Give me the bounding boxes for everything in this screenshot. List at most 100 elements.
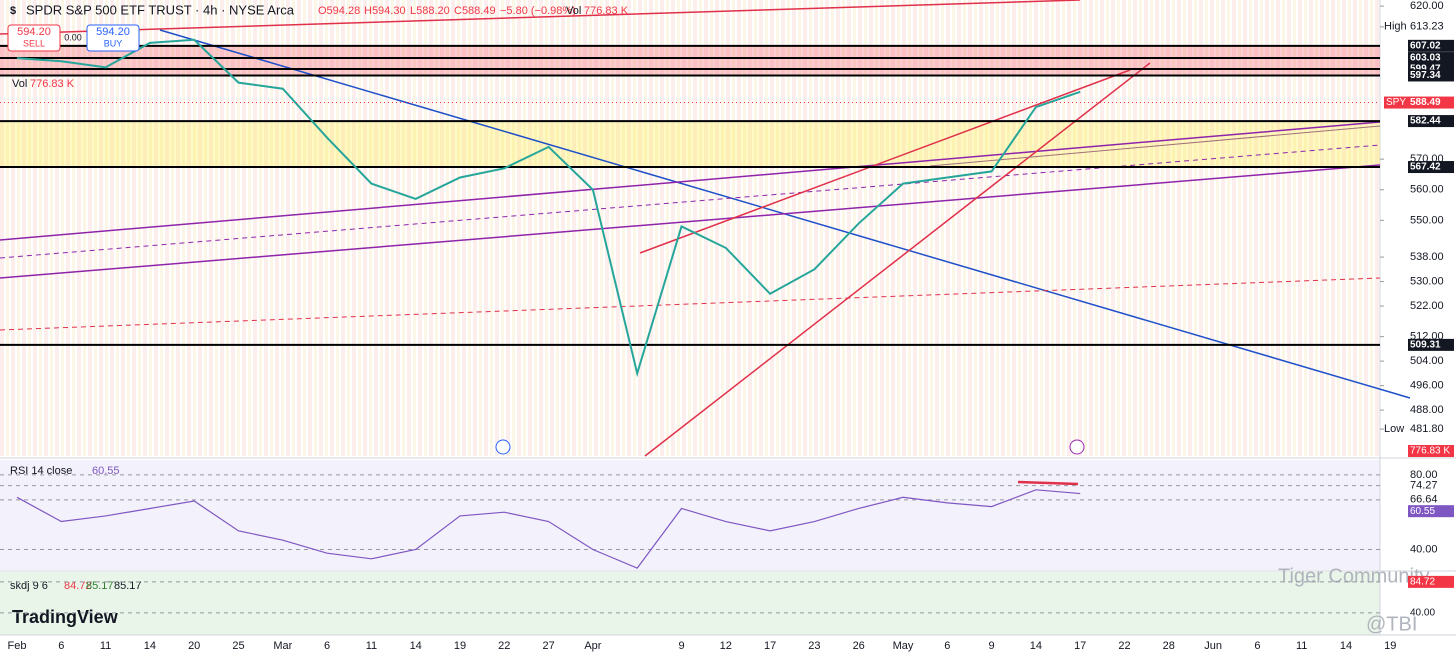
x-tick-label: 20 xyxy=(188,640,200,652)
high-name: High xyxy=(1384,21,1407,33)
level-label: 607.02 xyxy=(1410,40,1441,51)
volume-pane-value: 776.83 K xyxy=(30,78,75,90)
y-tick-label: 560.00 xyxy=(1410,184,1444,196)
buy-label[interactable]: BUY xyxy=(104,38,123,48)
sell-price[interactable]: 594.20 xyxy=(17,26,51,38)
skdj-tick-label: 84.72 xyxy=(1410,577,1435,588)
skdj-reading: 84.72 xyxy=(64,580,92,592)
skdj-reading: 85.17 xyxy=(114,580,142,592)
ohlc-close: C588.49 xyxy=(454,5,496,17)
price-zone xyxy=(0,121,1380,168)
volume-value: 776.83 K xyxy=(584,5,629,17)
skdj-tag xyxy=(1408,575,1454,588)
level-label: 582.44 xyxy=(1410,116,1441,127)
x-tick-label: Mar xyxy=(273,640,292,652)
skdj-panel xyxy=(0,572,1380,635)
y-tick-label: 530.00 xyxy=(1410,275,1444,287)
x-tick-label: 14 xyxy=(1340,640,1352,652)
rsi-title: RSI 14 close xyxy=(10,465,72,477)
low-name: Low xyxy=(1384,423,1404,435)
price-line xyxy=(16,38,1081,378)
x-tick-label: Feb xyxy=(8,640,27,652)
x-tick-label: 6 xyxy=(1254,640,1260,652)
sell-label[interactable]: SELL xyxy=(23,38,45,48)
y-tick-label: 504.00 xyxy=(1410,355,1444,367)
series-name: SPY xyxy=(1386,97,1406,108)
x-tick-label: 28 xyxy=(1163,640,1175,652)
rsi-tick-label: 80.00 xyxy=(1410,469,1438,481)
x-tick-label: 14 xyxy=(144,640,156,652)
dividend-marker[interactable] xyxy=(495,439,511,455)
x-tick-label: 23 xyxy=(808,640,820,652)
x-tick-label: 11 xyxy=(1296,640,1307,652)
x-tick-label: 6 xyxy=(58,640,64,652)
event-marker[interactable] xyxy=(1069,439,1085,455)
y-tick-label: 538.00 xyxy=(1410,251,1444,263)
price-change: −5.80 (−0.98%) xyxy=(500,5,576,17)
price-zone xyxy=(0,45,1380,76)
sell-button[interactable] xyxy=(7,24,61,52)
volume-tag-label: 776.83 K xyxy=(1410,446,1450,457)
y-tick-label: 522.00 xyxy=(1410,300,1444,312)
x-tick-label: 12 xyxy=(720,640,732,652)
x-tick-label: 11 xyxy=(100,640,111,652)
ohlc-open: O594.28 xyxy=(318,5,360,17)
low-label: 481.80 xyxy=(1410,423,1444,435)
y-tick-label: 620.00 xyxy=(1410,0,1444,12)
chart-title: SPDR S&P 500 ETF TRUST · 4h · NYSE Arca xyxy=(26,2,295,17)
y-tick-label: 496.00 xyxy=(1410,380,1444,392)
level-tag xyxy=(1408,115,1454,128)
high-label: 613.23 xyxy=(1410,21,1444,33)
x-tick-label: 9 xyxy=(678,640,684,652)
rsi-panel xyxy=(0,460,1380,570)
last-price-tag xyxy=(1384,96,1454,109)
y-tick-label: 550.00 xyxy=(1410,214,1444,226)
trend-lines xyxy=(0,0,1411,486)
volume-pane-label: Vol xyxy=(12,78,27,90)
x-tick-label: 17 xyxy=(1074,640,1086,652)
spread: 0.00 xyxy=(64,32,82,42)
watermark: Tiger Community xyxy=(1278,565,1430,587)
level-label: 599.47 xyxy=(1410,64,1441,75)
x-tick-label: 14 xyxy=(1030,640,1042,652)
x-tick-label: 25 xyxy=(232,640,244,652)
rsi-tick-label: 66.64 xyxy=(1410,494,1438,506)
brand-logo: TradingView xyxy=(12,607,119,627)
level-tag xyxy=(1408,39,1454,52)
level-label: 567.42 xyxy=(1410,162,1441,173)
x-tick-label: 19 xyxy=(454,640,466,652)
rsi-line xyxy=(16,489,1081,569)
rsi-current-label: 60.55 xyxy=(1410,506,1435,517)
level-tag xyxy=(1408,69,1454,82)
level-label: 603.03 xyxy=(1410,53,1441,64)
x-tick-label: Jun xyxy=(1204,640,1222,652)
watermark-handle: @TBI xyxy=(1366,613,1417,635)
skdj-title: skdj 9 6 xyxy=(10,580,48,592)
rsi-value: 60.55 xyxy=(92,465,120,477)
skdj-tick-label: 40.00 xyxy=(1410,607,1435,618)
volume-label: Vol xyxy=(566,5,581,17)
x-tick-label: 14 xyxy=(410,640,422,652)
x-tick-label: 9 xyxy=(989,640,995,652)
skdj-reading: 85.17 xyxy=(86,580,114,592)
x-tick-label: 11 xyxy=(366,640,377,652)
x-tick-label: 27 xyxy=(542,640,554,652)
level-label: 597.34 xyxy=(1410,70,1441,81)
x-tick-label: 26 xyxy=(853,640,865,652)
rsi-tick-label: 40.00 xyxy=(1410,543,1438,555)
ohlc-low: L588.20 xyxy=(410,5,450,17)
buy-button[interactable] xyxy=(86,24,140,52)
x-tick-label: 6 xyxy=(944,640,950,652)
x-tick-label: 6 xyxy=(324,640,330,652)
x-tick-label: 19 xyxy=(1384,640,1396,652)
buy-price[interactable]: 594.20 xyxy=(96,26,130,38)
x-tick-label: 22 xyxy=(498,640,510,652)
last-price-label: 588.49 xyxy=(1410,97,1441,108)
rsi-tick-label: 74.27 xyxy=(1410,480,1438,492)
ohlc-high: H594.30 xyxy=(364,5,406,17)
rsi-current-tag xyxy=(1408,505,1454,518)
x-tick-label: Apr xyxy=(584,640,601,652)
level-tag xyxy=(1408,62,1454,75)
level-tag xyxy=(1408,338,1454,351)
